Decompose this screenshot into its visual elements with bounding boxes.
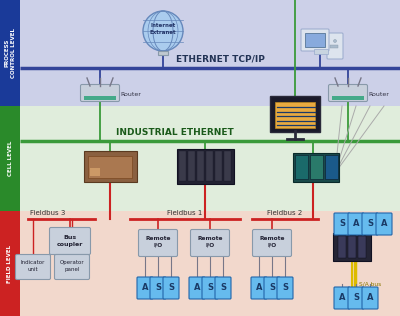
- FancyBboxPatch shape: [325, 155, 338, 179]
- Circle shape: [143, 11, 183, 51]
- FancyBboxPatch shape: [84, 150, 136, 181]
- FancyBboxPatch shape: [334, 287, 350, 309]
- Text: Fieldbus 2: Fieldbus 2: [267, 210, 303, 216]
- FancyBboxPatch shape: [88, 156, 132, 178]
- Text: Remote
I/O: Remote I/O: [145, 236, 171, 248]
- Text: Internet
Extranet: Internet Extranet: [150, 23, 176, 34]
- FancyBboxPatch shape: [190, 229, 230, 257]
- Text: Router: Router: [120, 92, 141, 96]
- Text: Remote
I/O: Remote I/O: [197, 236, 223, 248]
- FancyBboxPatch shape: [176, 149, 234, 184]
- Text: Fieldbus 1: Fieldbus 1: [167, 210, 203, 216]
- FancyBboxPatch shape: [348, 236, 356, 258]
- FancyBboxPatch shape: [330, 45, 338, 48]
- Text: S: S: [207, 283, 213, 293]
- Text: A: A: [339, 294, 345, 302]
- Text: A: A: [353, 220, 359, 228]
- FancyBboxPatch shape: [362, 213, 378, 235]
- FancyBboxPatch shape: [277, 277, 293, 299]
- FancyBboxPatch shape: [362, 287, 378, 309]
- FancyBboxPatch shape: [264, 277, 280, 299]
- FancyBboxPatch shape: [80, 84, 120, 101]
- FancyBboxPatch shape: [0, 106, 20, 211]
- Text: Remote
I/O: Remote I/O: [259, 236, 285, 248]
- FancyBboxPatch shape: [137, 277, 153, 299]
- FancyBboxPatch shape: [295, 155, 308, 179]
- Text: S: S: [269, 283, 275, 293]
- FancyBboxPatch shape: [206, 151, 213, 181]
- FancyBboxPatch shape: [327, 33, 343, 59]
- FancyBboxPatch shape: [188, 151, 195, 181]
- FancyBboxPatch shape: [358, 236, 366, 258]
- Text: A: A: [367, 294, 373, 302]
- FancyBboxPatch shape: [215, 151, 222, 181]
- FancyBboxPatch shape: [348, 213, 364, 235]
- Text: S/A bus: S/A bus: [359, 281, 381, 286]
- FancyBboxPatch shape: [215, 277, 231, 299]
- FancyBboxPatch shape: [163, 277, 179, 299]
- Text: S: S: [220, 283, 226, 293]
- FancyBboxPatch shape: [310, 155, 323, 179]
- FancyBboxPatch shape: [16, 254, 50, 279]
- FancyBboxPatch shape: [158, 51, 168, 55]
- FancyBboxPatch shape: [197, 151, 204, 181]
- FancyBboxPatch shape: [334, 213, 350, 235]
- FancyBboxPatch shape: [251, 277, 267, 299]
- FancyBboxPatch shape: [90, 168, 100, 176]
- FancyBboxPatch shape: [150, 277, 166, 299]
- Text: ETHERNET TCP/IP: ETHERNET TCP/IP: [176, 55, 264, 64]
- FancyBboxPatch shape: [275, 102, 315, 128]
- Text: Operator
panel: Operator panel: [60, 260, 84, 271]
- Text: S: S: [155, 283, 161, 293]
- FancyBboxPatch shape: [376, 213, 392, 235]
- FancyBboxPatch shape: [54, 254, 90, 279]
- Text: S: S: [168, 283, 174, 293]
- FancyBboxPatch shape: [305, 33, 325, 47]
- Circle shape: [334, 40, 336, 42]
- Text: Indicator
unit: Indicator unit: [21, 260, 45, 271]
- FancyBboxPatch shape: [301, 29, 329, 51]
- FancyBboxPatch shape: [224, 151, 231, 181]
- Text: S: S: [353, 294, 359, 302]
- FancyBboxPatch shape: [314, 49, 328, 54]
- Text: CELL LEVEL: CELL LEVEL: [8, 141, 12, 176]
- FancyBboxPatch shape: [348, 287, 364, 309]
- FancyBboxPatch shape: [270, 96, 320, 132]
- FancyBboxPatch shape: [179, 151, 186, 181]
- FancyBboxPatch shape: [202, 277, 218, 299]
- Text: A: A: [194, 283, 200, 293]
- Text: Bus
coupler: Bus coupler: [57, 235, 83, 246]
- Text: A: A: [142, 283, 148, 293]
- FancyBboxPatch shape: [20, 0, 400, 106]
- FancyBboxPatch shape: [0, 211, 20, 316]
- Text: A: A: [256, 283, 262, 293]
- FancyBboxPatch shape: [138, 229, 178, 257]
- Text: FIELD LEVEL: FIELD LEVEL: [8, 245, 12, 283]
- FancyBboxPatch shape: [292, 153, 338, 181]
- Text: S: S: [367, 220, 373, 228]
- Text: S: S: [339, 220, 345, 228]
- Text: Router: Router: [368, 92, 389, 96]
- FancyBboxPatch shape: [20, 106, 400, 211]
- FancyBboxPatch shape: [333, 233, 371, 261]
- FancyBboxPatch shape: [50, 228, 90, 254]
- FancyBboxPatch shape: [338, 236, 346, 258]
- Text: A: A: [381, 220, 387, 228]
- FancyBboxPatch shape: [328, 84, 368, 101]
- Text: PROCESS
CONTROL LEVEL: PROCESS CONTROL LEVEL: [4, 28, 16, 78]
- FancyBboxPatch shape: [189, 277, 205, 299]
- Text: INDUSTRIAL ETHERNET: INDUSTRIAL ETHERNET: [116, 128, 234, 137]
- FancyBboxPatch shape: [84, 96, 116, 100]
- FancyBboxPatch shape: [0, 0, 20, 106]
- FancyBboxPatch shape: [20, 211, 400, 316]
- Text: Fieldbus 3: Fieldbus 3: [30, 210, 65, 216]
- Text: S: S: [282, 283, 288, 293]
- FancyBboxPatch shape: [332, 96, 364, 100]
- FancyBboxPatch shape: [252, 229, 292, 257]
